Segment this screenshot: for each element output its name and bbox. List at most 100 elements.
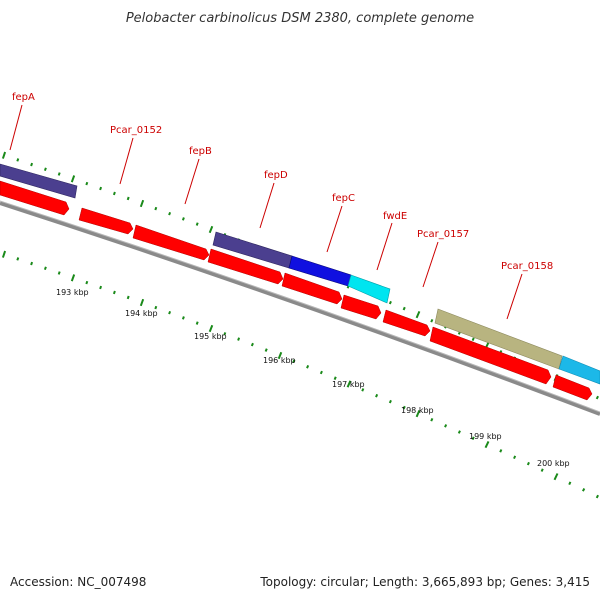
minor-tick: [471, 337, 475, 342]
minor-tick: [85, 280, 89, 285]
minor-tick: [540, 468, 544, 472]
gene-track-forward: [0, 180, 593, 401]
minor-tick: [595, 494, 599, 499]
gene-label-text: Pcar_0157: [417, 229, 469, 240]
minor-tick: [388, 399, 392, 404]
minor-tick: [526, 461, 530, 466]
major-tick: [139, 199, 145, 208]
gene-labels: fepA Pcar_0152 fepB fepD fepC fwdE Pcar_…: [9, 92, 553, 320]
gene-track-upper: [0, 163, 600, 385]
minor-tick: [30, 261, 34, 266]
gene-arrow[interactable]: [552, 374, 593, 401]
scale-label: 193 kbp: [56, 288, 89, 297]
gene-label-text: fwdE: [383, 211, 407, 222]
minor-tick: [402, 405, 406, 410]
genome-summary-text: Topology: circular; Length: 3,665,893 bp…: [259, 575, 590, 589]
minor-tick: [333, 376, 337, 380]
minor-tick: [126, 196, 130, 201]
gene-arrow[interactable]: [0, 180, 70, 216]
major-tick: [1, 250, 7, 258]
label-fepC: fepC: [326, 193, 355, 253]
minor-tick: [181, 217, 185, 221]
minor-tick: [168, 211, 172, 216]
minor-tick: [319, 370, 323, 375]
minor-tick: [306, 365, 310, 369]
major-tick: [415, 311, 421, 319]
minor-tick: [168, 310, 172, 315]
minor-tick: [181, 316, 185, 320]
minor-tick: [457, 430, 461, 434]
gene-label-text: Pcar_0158: [501, 261, 553, 272]
gene-fepA-block[interactable]: [0, 163, 78, 199]
major-tick: [484, 440, 490, 449]
gene-cyan-end-block[interactable]: [558, 355, 600, 385]
scale-labels: 193 kbp 194 kbp 195 kbp 196 kbp 197 kbp …: [56, 288, 570, 468]
minor-tick: [99, 186, 103, 191]
minor-tick: [292, 359, 296, 363]
minor-tick: [264, 348, 268, 352]
major-tick: [346, 380, 352, 388]
minor-tick: [195, 321, 199, 325]
minor-tick: [16, 257, 20, 261]
major-tick: [1, 151, 7, 159]
minor-tick: [237, 337, 241, 341]
minor-tick: [223, 332, 227, 336]
major-tick: [70, 274, 76, 282]
minor-tick: [471, 436, 475, 441]
minor-tick: [30, 162, 34, 167]
minor-tick: [582, 488, 586, 492]
minor-tick: [57, 271, 61, 275]
gene-label-text: fepD: [264, 170, 288, 181]
minor-tick: [16, 158, 20, 162]
scale-label: 199 kbp: [469, 432, 502, 441]
label-Pcar-0158: Pcar_0158: [501, 261, 553, 320]
minor-tick: [126, 295, 130, 300]
label-fepB: fepB: [184, 146, 212, 205]
minor-tick: [112, 191, 116, 196]
minor-tick: [43, 167, 47, 172]
minor-tick: [388, 300, 392, 305]
major-tick: [139, 298, 145, 307]
scale-label: 198 kbp: [401, 406, 434, 415]
gene-arrow[interactable]: [132, 224, 210, 261]
minor-tick: [568, 481, 572, 486]
minor-tick: [154, 305, 158, 310]
gene-label-text: fepB: [189, 146, 212, 157]
accession-text: Accession: NC_007498: [10, 575, 146, 589]
gene-arrow[interactable]: [429, 326, 552, 385]
minor-tick: [444, 424, 448, 428]
major-tick: [553, 473, 559, 481]
scale-label: 194 kbp: [125, 309, 158, 318]
gene-arrow[interactable]: [78, 207, 134, 235]
major-tick: [208, 324, 214, 333]
gene-arrow[interactable]: [207, 248, 284, 285]
major-tick: [208, 225, 214, 234]
gene-fwdE-block[interactable]: [347, 274, 391, 304]
minor-tick: [375, 393, 379, 398]
major-tick: [277, 351, 283, 360]
minor-tick: [430, 417, 434, 422]
major-tick: [70, 175, 76, 183]
map-title: Pelobacter carbinolicus DSM 2380, comple…: [126, 11, 474, 26]
minor-tick: [85, 181, 89, 186]
gene-label-text: fepC: [332, 193, 355, 204]
minor-tick: [154, 206, 158, 211]
genome-backbone: [0, 200, 600, 416]
minor-tick: [99, 285, 103, 290]
scale-tick-row: [1, 250, 599, 499]
major-tick: [415, 410, 421, 418]
scale-label: 196 kbp: [263, 356, 296, 365]
minor-tick: [430, 318, 434, 323]
gene-arrow[interactable]: [281, 272, 343, 305]
gene-arrow[interactable]: [340, 294, 382, 320]
minor-tick: [402, 306, 406, 311]
minor-tick: [595, 395, 599, 400]
label-fwdE: fwdE: [376, 211, 407, 271]
label-fepA: fepA: [9, 92, 35, 151]
minor-tick: [361, 388, 365, 392]
minor-tick: [195, 222, 199, 226]
label-Pcar-0157: Pcar_0157: [417, 229, 469, 288]
scale-label: 197 kbp: [332, 380, 365, 389]
gene-arrow[interactable]: [382, 309, 431, 337]
